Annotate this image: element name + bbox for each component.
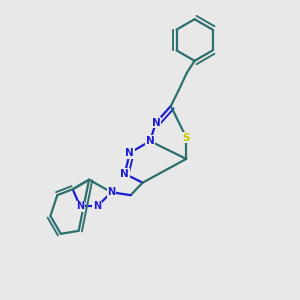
Text: S: S [182, 133, 190, 142]
Text: N: N [125, 148, 134, 158]
Text: N: N [93, 202, 101, 212]
Text: N: N [76, 202, 84, 212]
Text: N: N [152, 118, 160, 128]
Text: N: N [146, 136, 154, 146]
Text: N: N [107, 187, 116, 197]
Text: N: N [120, 169, 129, 179]
